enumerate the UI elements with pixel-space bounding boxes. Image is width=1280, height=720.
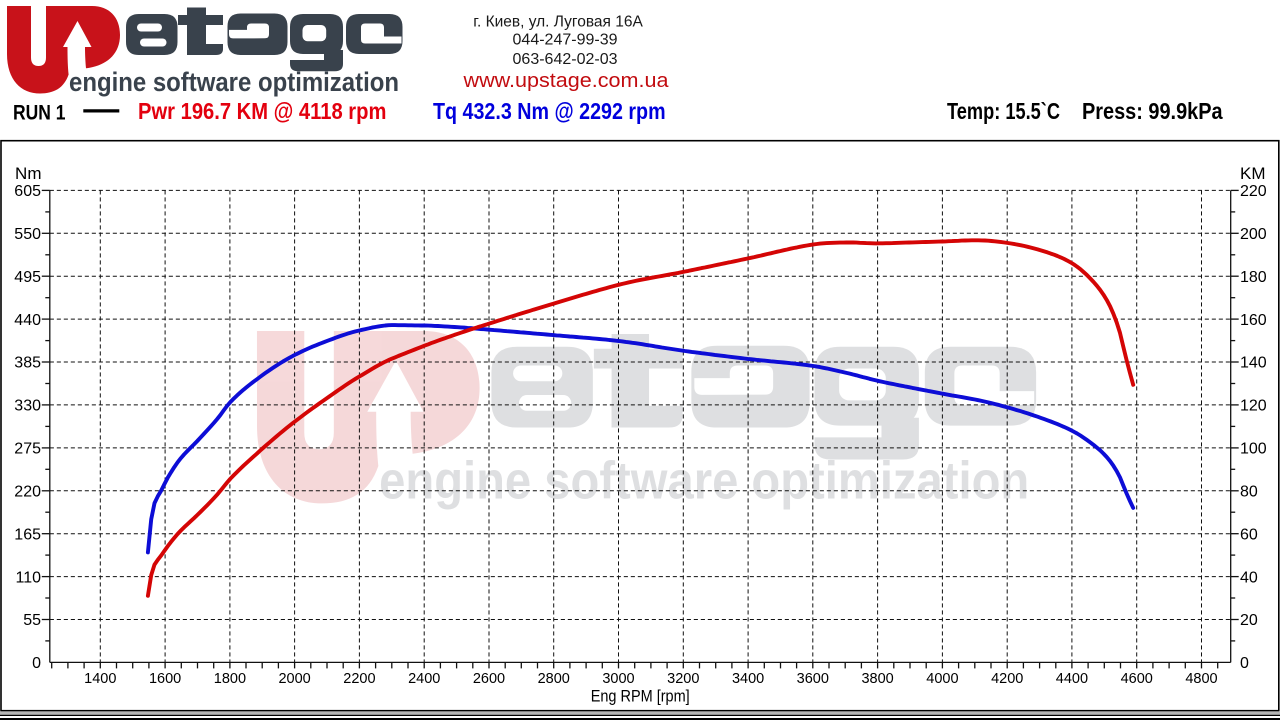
svg-text:engine software optimization: engine software optimization: [69, 68, 399, 98]
svg-text:www.upstage.com.ua: www.upstage.com.ua: [462, 70, 669, 92]
svg-text:2000: 2000: [278, 671, 310, 687]
svg-text:165: 165: [14, 526, 41, 543]
svg-text:160: 160: [1240, 312, 1267, 329]
svg-text:0: 0: [1240, 655, 1249, 672]
svg-text:4200: 4200: [991, 671, 1023, 687]
svg-text:Temp: 15.5`C: Temp: 15.5`C: [947, 98, 1060, 124]
svg-text:г. Киев, ул. Луговая 16А: г. Киев, ул. Луговая 16А: [473, 13, 643, 30]
svg-text:605: 605: [14, 183, 41, 200]
svg-text:3200: 3200: [667, 671, 699, 687]
svg-text:60: 60: [1240, 526, 1258, 543]
svg-text:220: 220: [1240, 183, 1267, 200]
svg-text:063-642-02-03: 063-642-02-03: [513, 51, 618, 68]
svg-text:3600: 3600: [797, 671, 829, 687]
svg-text:Press: 99.9kPa: Press: 99.9kPa: [1082, 98, 1223, 124]
svg-text:275: 275: [14, 441, 41, 458]
svg-text:40: 40: [1240, 569, 1258, 586]
svg-text:20: 20: [1240, 612, 1258, 629]
svg-text:80: 80: [1240, 484, 1258, 501]
svg-text:55: 55: [23, 612, 41, 629]
svg-text:110: 110: [15, 569, 41, 586]
svg-text:1600: 1600: [149, 671, 181, 687]
svg-text:Tq 432.3 Nm @ 2292 rpm: Tq 432.3 Nm @ 2292 rpm: [433, 98, 666, 124]
svg-text:140: 140: [1240, 355, 1267, 372]
svg-text:0: 0: [32, 655, 41, 672]
svg-text:2800: 2800: [538, 671, 570, 687]
svg-text:4800: 4800: [1185, 671, 1217, 687]
svg-text:2600: 2600: [473, 671, 505, 687]
svg-text:4600: 4600: [1121, 671, 1153, 687]
svg-text:100: 100: [1240, 441, 1267, 458]
svg-text:330: 330: [14, 398, 41, 415]
svg-text:2400: 2400: [408, 671, 440, 687]
svg-text:220: 220: [14, 484, 41, 501]
svg-text:440: 440: [14, 312, 41, 329]
svg-text:180: 180: [1240, 269, 1267, 286]
svg-text:1800: 1800: [214, 671, 246, 687]
svg-text:1400: 1400: [84, 671, 116, 687]
svg-text:Pwr 196.7 KM @ 4118 rpm: Pwr 196.7 KM @ 4118 rpm: [138, 98, 386, 124]
svg-text:550: 550: [14, 226, 41, 243]
svg-text:3400: 3400: [732, 671, 764, 687]
svg-text:495: 495: [14, 269, 41, 286]
svg-text:4000: 4000: [926, 671, 958, 687]
svg-text:Nm: Nm: [15, 164, 41, 183]
svg-text:044-247-99-39: 044-247-99-39: [513, 31, 618, 48]
svg-text:385: 385: [14, 355, 41, 372]
svg-text:120: 120: [1240, 398, 1267, 415]
svg-text:4400: 4400: [1056, 671, 1088, 687]
svg-text:RUN 1: RUN 1: [13, 100, 66, 124]
svg-text:3000: 3000: [602, 671, 634, 687]
svg-text:Eng RPM [rpm]: Eng RPM [rpm]: [591, 688, 690, 706]
svg-text:2200: 2200: [343, 671, 375, 687]
svg-text:3800: 3800: [861, 671, 893, 687]
svg-text:KM: KM: [1240, 164, 1266, 183]
svg-text:200: 200: [1240, 226, 1267, 243]
